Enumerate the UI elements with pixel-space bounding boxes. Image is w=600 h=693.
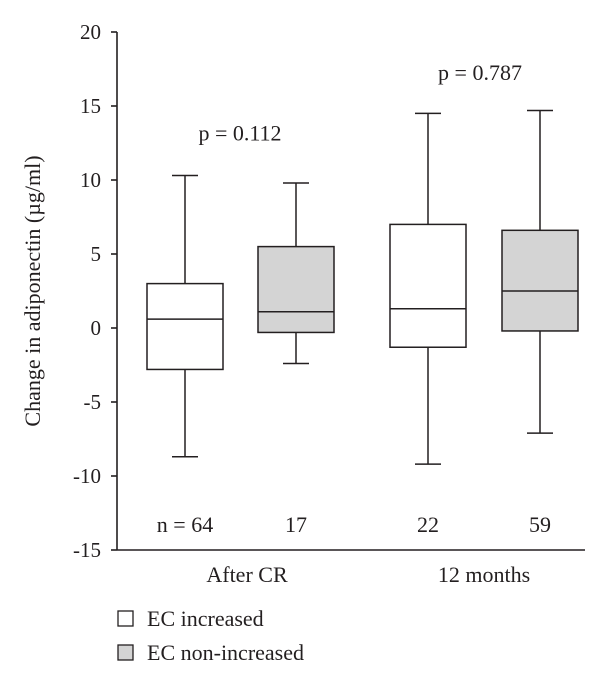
iqr-box (501, 229, 579, 332)
box-group: n = 64 (146, 174, 224, 537)
legend-item: EC non-increased (117, 640, 304, 665)
legend-label: EC increased (147, 606, 264, 631)
y-tick-label: 5 (91, 242, 102, 266)
y-tick-label: -5 (84, 390, 102, 414)
sample-size-label: n = 64 (157, 512, 213, 537)
iqr-box (257, 245, 335, 334)
y-axis-title: Change in adiponectin (µg/ml) (20, 155, 45, 426)
legend-item: EC increased (117, 606, 264, 631)
annotations: p = 0.112 p = 0.787 (198, 60, 522, 146)
y-tick-label: 20 (80, 20, 101, 44)
sample-size-label: 59 (529, 512, 551, 537)
legend-label: EC non-increased (147, 640, 304, 665)
y-tick-label: -10 (73, 464, 101, 488)
iqr-box (389, 223, 467, 348)
box-group: 22 (389, 112, 467, 537)
sample-size-label: 22 (417, 512, 439, 537)
legend-swatch (117, 644, 134, 661)
x-category-label: 12 months (438, 562, 530, 587)
p-value-annotation: p = 0.112 (198, 121, 281, 146)
legend-swatch (117, 610, 134, 627)
y-tick-label: -15 (73, 538, 101, 562)
y-tick-label: 0 (91, 316, 102, 340)
y-tick-label: 15 (80, 94, 101, 118)
p-value-annotation: p = 0.787 (438, 60, 522, 85)
box-plot-boxes: n = 64 17 22 59 (146, 109, 579, 537)
y-tick-label: 10 (80, 168, 101, 192)
iqr-box (146, 282, 224, 371)
legend: EC increased EC non-increased (117, 606, 304, 665)
box-group: 17 (257, 182, 335, 537)
sample-size-label: 17 (285, 512, 307, 537)
box-group: 59 (501, 109, 579, 537)
axes: 20 15 10 5 0 -5 -10 -15 After CR 12 months Change … (20, 20, 585, 587)
x-category-label: After CR (206, 562, 288, 587)
